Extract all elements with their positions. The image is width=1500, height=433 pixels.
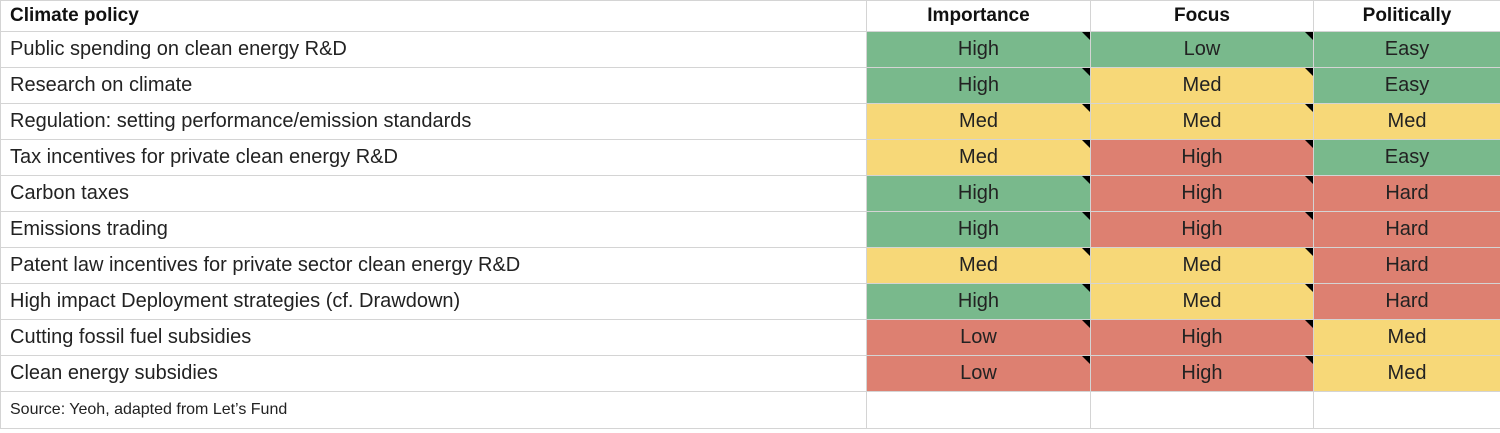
rating-cell: Easy: [1313, 31, 1500, 68]
rating-cell: High: [1090, 175, 1314, 212]
policy-name: Cutting fossil fuel subsidies: [0, 319, 867, 356]
rating-cell: High: [1090, 319, 1314, 356]
rating-cell: Med: [866, 247, 1091, 284]
rating-cell: Med: [866, 139, 1091, 176]
rating-cell: Low: [1090, 31, 1314, 68]
rating-cell: Easy: [1313, 67, 1500, 104]
rating-cell: Hard: [1313, 283, 1500, 320]
header-cell: Climate policy: [0, 0, 867, 32]
policy-row: Patent law incentives for private sector…: [0, 247, 1500, 284]
empty-cell: [1313, 391, 1500, 429]
rating-cell: High: [866, 283, 1091, 320]
rating-cell: Med: [1313, 355, 1500, 392]
rating-cell: Hard: [1313, 247, 1500, 284]
rating-cell: Med: [1090, 247, 1314, 284]
empty-cell: [1090, 391, 1314, 429]
policy-name: Regulation: setting performance/emission…: [0, 103, 867, 140]
policy-row: Cutting fossil fuel subsidies Low High Med: [0, 319, 1500, 356]
policy-row: Research on climate High Med Easy: [0, 67, 1500, 104]
rating-cell: Med: [1313, 319, 1500, 356]
rating-cell: High: [1090, 355, 1314, 392]
empty-cell: [866, 391, 1091, 429]
rating-cell: Med: [1090, 283, 1314, 320]
rating-cell: High: [866, 67, 1091, 104]
rating-cell: Easy: [1313, 139, 1500, 176]
policy-name: Research on climate: [0, 67, 867, 104]
rating-cell: Med: [1090, 67, 1314, 104]
policy-name: Carbon taxes: [0, 175, 867, 212]
policy-name: Patent law incentives for private sector…: [0, 247, 867, 284]
policy-name: High impact Deployment strategies (cf. D…: [0, 283, 867, 320]
rating-cell: High: [1090, 139, 1314, 176]
rating-cell: High: [866, 211, 1091, 248]
policy-row: Regulation: setting performance/emission…: [0, 103, 1500, 140]
rating-cell: Med: [1090, 103, 1314, 140]
rating-cell: High: [1090, 211, 1314, 248]
header-row: Climate policy Importance Focus Politica…: [0, 0, 1500, 32]
header-cell: Importance: [866, 0, 1091, 32]
policy-name: Clean energy subsidies: [0, 355, 867, 392]
rating-cell: Hard: [1313, 211, 1500, 248]
policy-row: Emissions trading High High Hard: [0, 211, 1500, 248]
rating-cell: Med: [1313, 103, 1500, 140]
source-row: Source: Yeoh, adapted from Let’s Fund: [0, 391, 1500, 429]
policy-name: Tax incentives for private clean energy …: [0, 139, 867, 176]
rating-cell: Hard: [1313, 175, 1500, 212]
policy-row: Carbon taxes High High Hard: [0, 175, 1500, 212]
rating-cell: High: [866, 175, 1091, 212]
header-cell: Politically: [1313, 0, 1500, 32]
policy-row: High impact Deployment strategies (cf. D…: [0, 283, 1500, 320]
policy-row: Clean energy subsidies Low High Med: [0, 355, 1500, 392]
rating-cell: Low: [866, 319, 1091, 356]
policy-name: Public spending on clean energy R&D: [0, 31, 867, 68]
policy-row: Tax incentives for private clean energy …: [0, 139, 1500, 176]
rating-cell: Low: [866, 355, 1091, 392]
header-cell: Focus: [1090, 0, 1314, 32]
rating-cell: High: [866, 31, 1091, 68]
policy-name: Emissions trading: [0, 211, 867, 248]
source-note: Source: Yeoh, adapted from Let’s Fund: [0, 391, 867, 429]
policy-row: Public spending on clean energy R&D High L…: [0, 31, 1500, 68]
rating-cell: Med: [866, 103, 1091, 140]
